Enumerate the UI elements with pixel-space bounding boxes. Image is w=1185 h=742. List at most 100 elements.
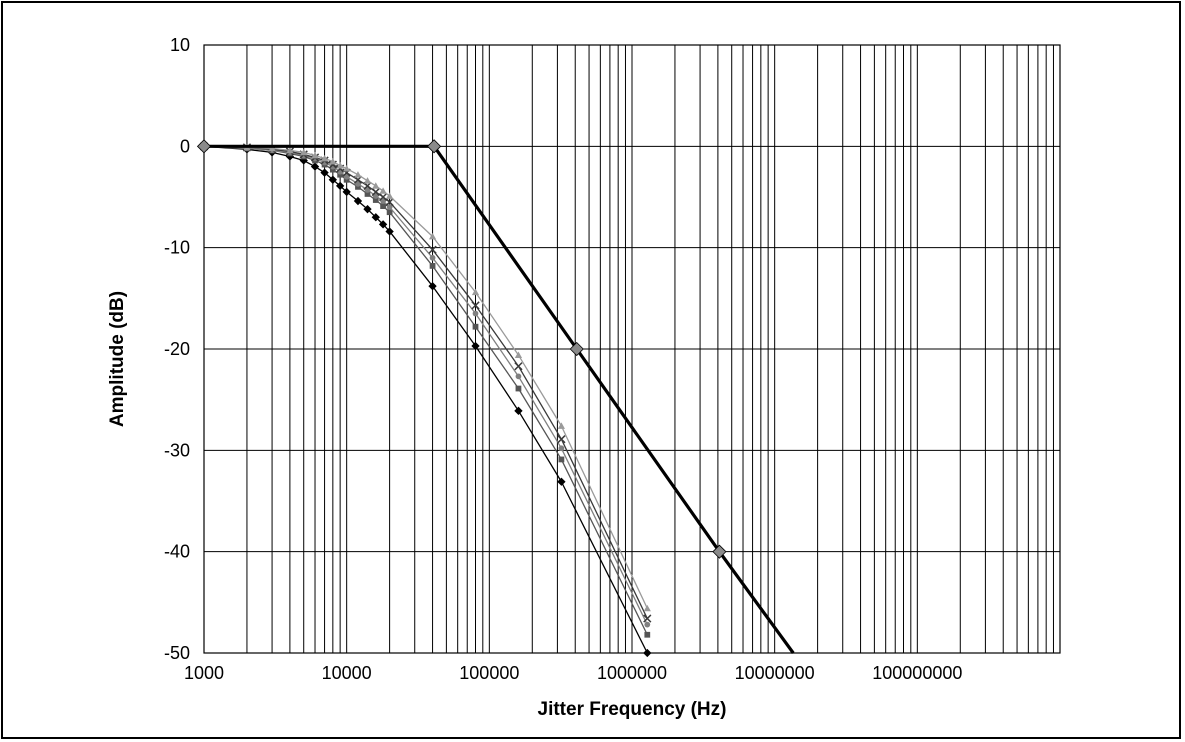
data-point (427, 139, 442, 154)
data-point (471, 288, 480, 296)
data-point (196, 139, 212, 154)
y-tick-label: 0 (180, 136, 190, 156)
measured-series (201, 143, 651, 638)
data-point (385, 227, 394, 236)
data-point (643, 648, 652, 658)
data-point (300, 148, 308, 156)
data-point (380, 198, 386, 204)
x-axis-title: Jitter Frequency (Hz) (538, 699, 727, 720)
data-point (378, 220, 388, 229)
data-point (343, 165, 351, 172)
data-point (386, 204, 393, 211)
data-point (329, 157, 337, 165)
data-point (336, 161, 344, 169)
series-line (203, 145, 648, 636)
data-point (329, 166, 336, 173)
y-tick-label: -50 (164, 643, 190, 663)
data-point (386, 192, 394, 199)
data-point (515, 373, 522, 380)
x-tick-label: 10000000 (735, 663, 815, 683)
data-point (353, 196, 363, 206)
plot-border (203, 44, 1061, 654)
data-point (343, 176, 350, 183)
data-point (515, 385, 522, 392)
data-point (380, 203, 386, 209)
data-point (342, 187, 351, 197)
series-line (203, 145, 648, 619)
data-point (514, 362, 523, 371)
x-tick-label: 10000 (322, 663, 372, 683)
y-tick-label: -10 (164, 238, 190, 258)
data-point (311, 151, 319, 159)
data-point (286, 146, 294, 154)
data-point (428, 245, 437, 254)
data-point (355, 180, 361, 187)
data-point (364, 191, 371, 197)
y-axis-title: Amplitude (dB) (107, 291, 128, 427)
data-point (372, 197, 379, 203)
measured-series (200, 142, 651, 612)
y-tick-label: -20 (164, 339, 190, 359)
data-point (372, 193, 379, 199)
line-chart: 10 0 -10 -20 -30 -40 -50 1000 10000 100000 100000… (107, 35, 1061, 720)
data-point (514, 351, 523, 358)
data-point (320, 168, 329, 177)
y-tick-label: 10 (170, 35, 190, 55)
data-point (557, 435, 566, 444)
plot-area-border (203, 44, 1061, 654)
series-line (203, 145, 648, 609)
data-point (355, 183, 361, 190)
data-point (371, 213, 380, 222)
data-point (378, 192, 388, 202)
x-tick-label: 100000 (459, 663, 519, 683)
grid-lines (203, 44, 1060, 654)
data-point (328, 175, 338, 184)
data-point (343, 173, 350, 180)
x-tick-label: 1000000 (597, 663, 667, 683)
data-point (363, 204, 372, 214)
data-point (428, 232, 437, 240)
mask-line (204, 144, 795, 654)
measured-series (201, 143, 651, 628)
data-point (557, 422, 566, 429)
x-tick-label: 1000 (184, 663, 224, 683)
data-point (643, 604, 651, 612)
x-axis-ticks: 1000 10000 100000 1000000 10000000 100000000 (184, 663, 962, 683)
y-axis-ticks: 10 0 -10 -20 -30 -40 -50 (164, 35, 190, 663)
y-tick-label: -40 (164, 542, 190, 562)
data-point (558, 456, 565, 463)
data-point (514, 406, 523, 415)
data-point (429, 263, 436, 269)
data-point (354, 171, 362, 178)
data-point (320, 154, 329, 162)
data-point (472, 310, 479, 317)
data-point (712, 544, 727, 559)
data-point (385, 197, 394, 207)
data-point (471, 301, 480, 310)
data-point (558, 445, 565, 452)
mask-series (196, 139, 795, 654)
series-line (203, 145, 648, 625)
data-point (644, 631, 651, 638)
data-point (363, 177, 372, 184)
data-point (428, 282, 437, 291)
series-line (203, 145, 648, 654)
data-point (335, 181, 345, 191)
measured-series (199, 142, 652, 623)
data-point (310, 162, 320, 171)
y-tick-label: -30 (164, 440, 190, 460)
data-point (644, 621, 651, 628)
data-point (364, 187, 371, 193)
series-layer (196, 139, 795, 658)
x-tick-label: 100000000 (872, 663, 962, 683)
data-point (557, 477, 566, 486)
data-point (472, 323, 479, 330)
measured-series (199, 142, 652, 658)
data-point (372, 182, 380, 189)
data-point (337, 171, 344, 178)
data-point (379, 187, 387, 194)
data-point (268, 144, 276, 152)
data-point (386, 209, 393, 216)
data-point (429, 254, 436, 261)
